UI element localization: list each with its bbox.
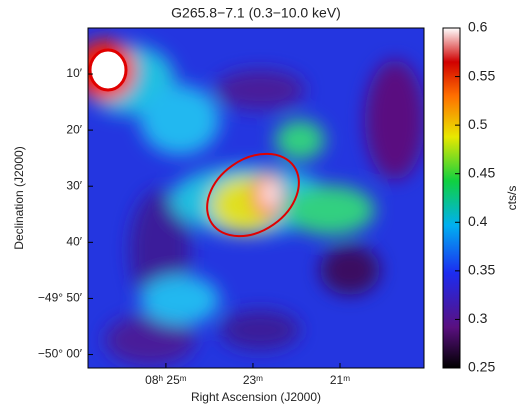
x-tick-label: 23ᵐ [243,373,263,387]
colorbar-tick-label: 0.3 [468,310,488,326]
colorbar-tick-label: 0.45 [468,164,495,180]
y-tick-label: −49° 50′ [38,291,83,305]
x-tick-label: 21ᵐ [330,373,350,387]
x-tick-label: 08ʰ 25ᵐ [145,373,187,387]
y-tick-label: 40′ [66,235,82,249]
colorbar-tick-label: 0.35 [468,262,495,278]
plot-frame [87,27,425,369]
heatmap-image [88,28,424,368]
colorbar-label: cts/s [505,186,519,211]
colorbar-tick-label: 0.4 [468,213,488,229]
y-tick-label: 30′ [66,178,82,192]
x-axis-label: Right Ascension (J2000) [191,390,321,404]
colorbar [442,27,461,369]
y-tick-label: 20′ [66,122,82,136]
y-tick-label: 10′ [66,66,82,80]
chart-title: G265.8−7.1 (0.3−10.0 keV) [171,5,341,21]
y-tick-label: −50° 00′ [38,347,83,361]
colorbar-tick-label: 0.6 [468,19,488,35]
colorbar-tick-label: 0.5 [468,116,488,132]
colorbar-tick-label: 0.25 [468,359,495,375]
y-axis-label: Declination (J2000) [12,146,26,249]
colorbar-tick-label: 0.55 [468,67,495,83]
